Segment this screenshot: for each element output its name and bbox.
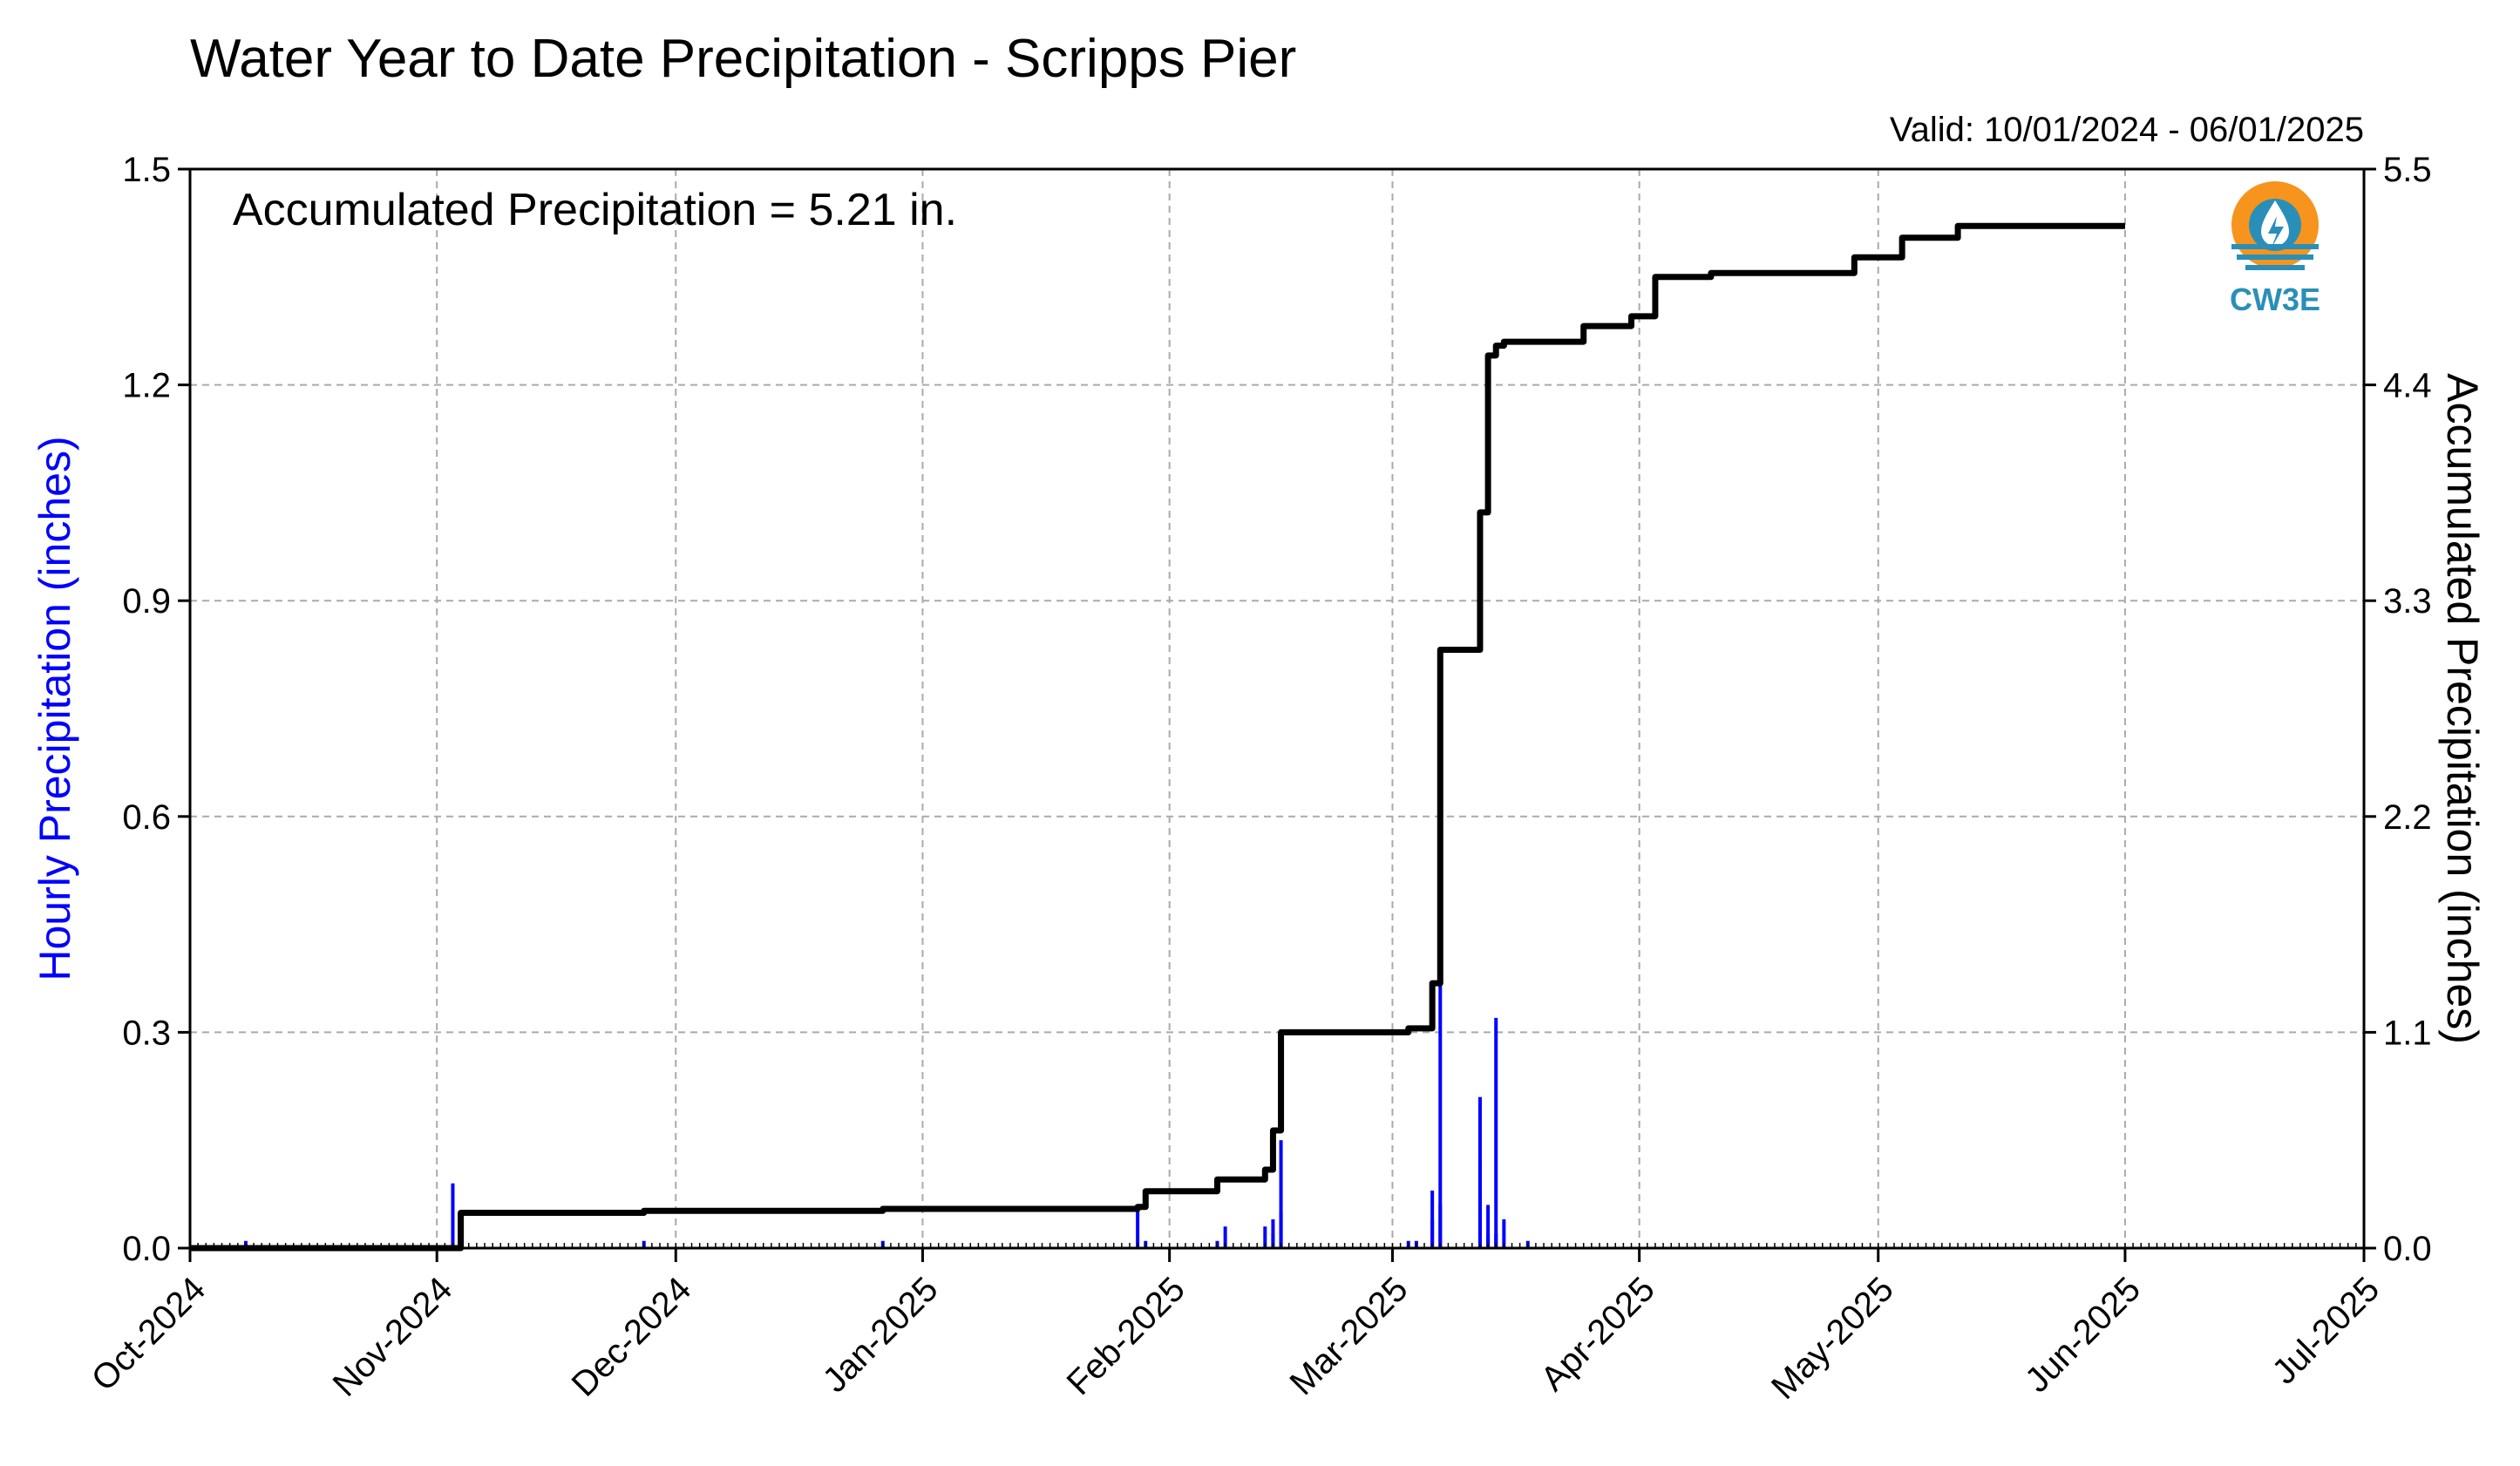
y-left-tick-label: 0.9 <box>122 582 171 621</box>
x-tick-label: Oct-2024 <box>85 1270 213 1398</box>
accumulated-total-label: Accumulated Precipitation = 5.21 in. <box>233 185 957 235</box>
chart-title: Water Year to Date Precipitation - Scrip… <box>190 29 1296 89</box>
hourly-bar <box>451 1183 455 1248</box>
y-axis-left: 0.0 0.3 0.6 0.9 1.2 1.5 <box>122 151 190 1268</box>
hourly-bar <box>1486 1205 1491 1248</box>
y-axis-right: 0.0 1.1 2.2 3.3 4.4 5.5 <box>2364 151 2432 1268</box>
hourly-bar <box>1486 1233 1491 1248</box>
y-axis-left-label: Hourly Precipitation (inches) <box>31 436 79 981</box>
grid-lines <box>190 169 2364 1248</box>
logo-wordmark: CW3E <box>2230 282 2320 317</box>
y-axis-right-label: Accumulated Precipitation (inches) <box>2438 373 2487 1044</box>
hourly-bar <box>1438 981 1443 1248</box>
y-left-tick-label: 0.0 <box>122 1230 171 1268</box>
valid-date-range: Valid: 10/01/2024 - 06/01/2025 <box>1890 111 2364 149</box>
y-left-tick-label: 1.5 <box>122 151 171 189</box>
hourly-bar <box>1271 1218 1275 1248</box>
hourly-bar <box>1494 1233 1498 1248</box>
hourly-bar <box>1263 1226 1267 1248</box>
y-left-tick-label: 0.6 <box>122 798 171 837</box>
x-tick-label: Jun-2025 <box>2018 1270 2148 1400</box>
hourly-bar <box>1279 1140 1283 1248</box>
hourly-bar <box>1494 1017 1498 1248</box>
hourly-bar <box>1279 1211 1283 1248</box>
y-right-tick-label: 0.0 <box>2383 1230 2432 1268</box>
hourly-bar <box>1477 1096 1482 1248</box>
x-tick-label: Jul-2025 <box>2265 1270 2388 1392</box>
x-tick-label: Mar-2025 <box>1282 1270 1415 1402</box>
x-tick-label: Dec-2024 <box>565 1270 699 1404</box>
x-axis: Oct-2024 Nov-2024 Dec-2024 Jan-2025 Feb-2025… <box>85 1248 2387 1407</box>
x-tick-label: May-2025 <box>1764 1270 1901 1407</box>
hourly-bar <box>1430 1218 1435 1248</box>
accumulated-line <box>190 222 2125 1252</box>
y-right-tick-label: 2.2 <box>2383 798 2432 837</box>
y-right-tick-label: 5.5 <box>2383 151 2432 189</box>
x-tick-label: Nov-2024 <box>326 1270 460 1404</box>
hourly-bar <box>1136 1205 1140 1248</box>
minor-ticks <box>189 1243 2365 1248</box>
y-right-tick-label: 4.4 <box>2383 367 2432 405</box>
hourly-bar <box>1223 1226 1227 1248</box>
plot-frame <box>188 167 2366 1250</box>
hourly-bar <box>1502 1218 1506 1248</box>
cw3e-logo: CW3E <box>2230 181 2320 317</box>
y-right-tick-label: 3.3 <box>2383 582 2432 621</box>
x-tick-label: Apr-2025 <box>1533 1270 1661 1398</box>
x-tick-label: Jan-2025 <box>816 1270 946 1400</box>
x-tick-label: Feb-2025 <box>1060 1270 1192 1402</box>
y-left-tick-label: 1.2 <box>122 367 171 405</box>
hourly-bar <box>1438 1205 1443 1248</box>
y-left-tick-label: 0.3 <box>122 1014 171 1052</box>
y-right-tick-label: 1.1 <box>2383 1014 2432 1052</box>
accumulated-line-group <box>190 222 2125 1252</box>
